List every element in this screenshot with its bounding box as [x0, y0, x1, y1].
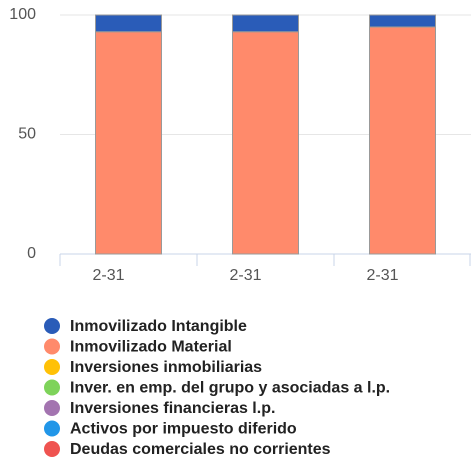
legend-label: Inmovilizado Intangible [70, 318, 247, 335]
y-tick-label: 0 [27, 245, 36, 262]
x-tick-label: 2-31 [366, 267, 398, 284]
legend-label: Activos por impuesto diferido [70, 421, 297, 438]
bar-segment [95, 31, 162, 255]
legend-swatch [44, 359, 60, 375]
bar-segment [95, 14, 162, 33]
legend-swatch [44, 441, 60, 457]
legend-swatch [44, 379, 60, 396]
legend-label: Inversiones inmobiliarias [70, 359, 262, 376]
legend-label: Inversiones financieras l.p. [70, 400, 275, 417]
bar-segment [369, 14, 436, 28]
bar-segment [232, 31, 299, 255]
legend-label: Inmovilizado Material [70, 339, 232, 356]
x-tick-label: 2-31 [92, 267, 124, 284]
bar-segment [232, 14, 299, 33]
x-tick-label: 2-31 [229, 267, 261, 284]
bar-segment [369, 26, 436, 255]
legend-swatch [44, 318, 60, 334]
y-tick-label: 50 [18, 126, 36, 143]
legend-swatch [44, 420, 60, 437]
legend-label: Inver. en emp. del grupo y asociadas a l… [70, 380, 390, 397]
legend-swatch [44, 338, 60, 355]
y-tick-label: 100 [9, 6, 36, 23]
legend-swatch [44, 400, 60, 416]
legend-label: Deudas comerciales no corrientes [70, 441, 331, 458]
